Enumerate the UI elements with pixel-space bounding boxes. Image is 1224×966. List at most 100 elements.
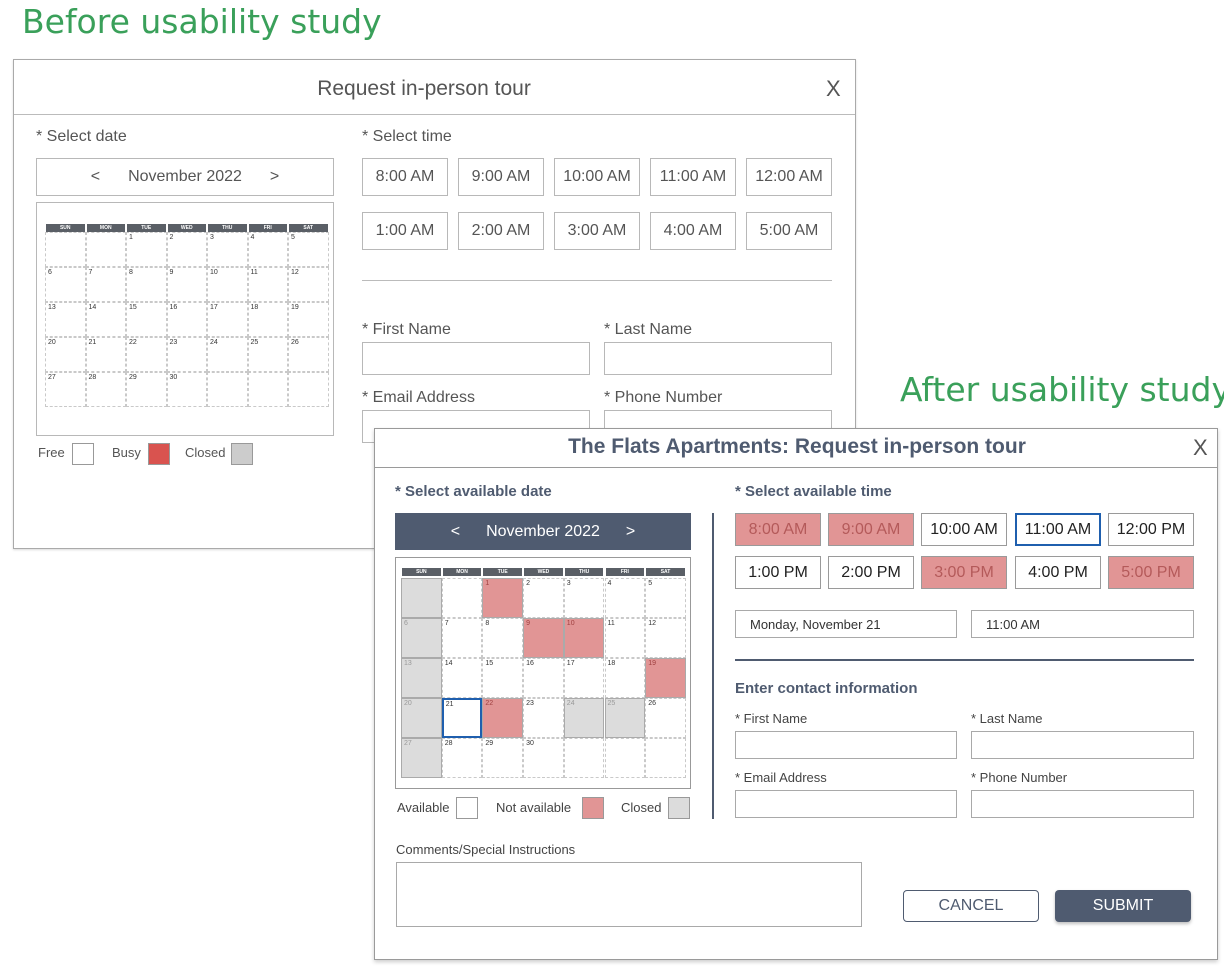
- calendar-day[interactable]: 18: [604, 658, 646, 698]
- calendar-day[interactable]: 9: [166, 267, 207, 302]
- calendar-day[interactable]: 8: [126, 267, 167, 302]
- calendar-day[interactable]: 6: [401, 618, 442, 658]
- calendar-day[interactable]: 28: [441, 738, 483, 778]
- before-time-slot[interactable]: 10:00 AM: [554, 158, 640, 196]
- calendar-day[interactable]: 12: [288, 267, 329, 302]
- calendar-day[interactable]: 2: [523, 578, 564, 618]
- after-phone-field[interactable]: [971, 790, 1194, 818]
- after-comments-textarea[interactable]: [396, 862, 862, 927]
- calendar-day[interactable]: 2: [166, 232, 207, 267]
- after-time-slot[interactable]: 3:00 PM: [921, 556, 1007, 589]
- calendar-day[interactable]: 5: [288, 232, 329, 267]
- calendar-day[interactable]: 14: [441, 658, 483, 698]
- calendar-day[interactable]: 30: [166, 372, 207, 407]
- before-legend-closed-swatch: [231, 443, 253, 465]
- after-first-name-field[interactable]: [735, 731, 957, 759]
- before-time-slot[interactable]: 3:00 AM: [554, 212, 640, 250]
- calendar-day[interactable]: 26: [645, 698, 686, 738]
- calendar-day[interactable]: 27: [45, 372, 86, 407]
- cancel-button[interactable]: CANCEL: [903, 890, 1039, 922]
- calendar-day[interactable]: 20: [401, 698, 442, 738]
- after-time-slot[interactable]: 2:00 PM: [828, 556, 914, 589]
- calendar-day[interactable]: 15: [482, 658, 524, 698]
- calendar-day[interactable]: 30: [523, 738, 564, 778]
- before-time-slot[interactable]: 4:00 AM: [650, 212, 736, 250]
- after-prev-month-button[interactable]: <: [450, 522, 461, 540]
- before-time-slot[interactable]: 8:00 AM: [362, 158, 448, 196]
- calendar-day[interactable]: 14: [85, 302, 126, 337]
- calendar-day[interactable]: 3: [207, 232, 248, 267]
- calendar-day[interactable]: 24: [207, 337, 248, 372]
- after-time-slot[interactable]: 11:00 AM: [1015, 513, 1101, 546]
- calendar-day[interactable]: 1: [482, 578, 524, 618]
- before-time-slot[interactable]: 2:00 AM: [458, 212, 544, 250]
- submit-button[interactable]: SUBMIT: [1055, 890, 1191, 922]
- calendar-day[interactable]: 28: [85, 372, 126, 407]
- after-time-slot[interactable]: 12:00 PM: [1108, 513, 1194, 546]
- calendar-day[interactable]: 6: [45, 267, 86, 302]
- calendar-day[interactable]: 9: [523, 618, 564, 658]
- calendar-day[interactable]: 10: [563, 618, 605, 658]
- calendar-day[interactable]: 25: [247, 337, 288, 372]
- calendar-day[interactable]: 21: [85, 337, 126, 372]
- before-prev-month-button[interactable]: <: [90, 168, 101, 185]
- after-next-month-button[interactable]: >: [625, 522, 636, 540]
- calendar-day[interactable]: 4: [604, 578, 646, 618]
- calendar-empty-cell: [563, 738, 605, 778]
- calendar-day[interactable]: 17: [207, 302, 248, 337]
- after-selected-time-field[interactable]: 11:00 AM: [971, 610, 1194, 638]
- calendar-day[interactable]: 29: [126, 372, 167, 407]
- before-first-name-field[interactable]: [362, 342, 590, 375]
- after-time-slot[interactable]: 4:00 PM: [1015, 556, 1101, 589]
- calendar-day[interactable]: 20: [45, 337, 86, 372]
- before-next-month-button[interactable]: >: [269, 168, 280, 185]
- calendar-day[interactable]: 21: [441, 698, 483, 738]
- after-time-slot[interactable]: 1:00 PM: [735, 556, 821, 589]
- after-close-icon[interactable]: X: [1193, 435, 1208, 460]
- calendar-day[interactable]: 22: [126, 337, 167, 372]
- calendar-day[interactable]: 29: [482, 738, 524, 778]
- after-last-name-field[interactable]: [971, 731, 1194, 759]
- calendar-day[interactable]: 27: [401, 738, 442, 778]
- after-selected-date-field[interactable]: Monday, November 21: [735, 610, 957, 638]
- calendar-day[interactable]: 11: [247, 267, 288, 302]
- weekday-header: THU: [208, 224, 247, 232]
- calendar-day[interactable]: 23: [166, 337, 207, 372]
- before-time-slot[interactable]: 12:00 AM: [746, 158, 832, 196]
- after-time-slot[interactable]: 5:00 PM: [1108, 556, 1194, 589]
- calendar-day[interactable]: 25: [604, 698, 646, 738]
- calendar-day[interactable]: 5: [645, 578, 686, 618]
- calendar-day[interactable]: 10: [207, 267, 248, 302]
- before-close-icon[interactable]: X: [826, 76, 841, 101]
- calendar-day[interactable]: 17: [563, 658, 605, 698]
- after-time-slot[interactable]: 9:00 AM: [828, 513, 914, 546]
- after-time-slot[interactable]: 10:00 AM: [921, 513, 1007, 546]
- calendar-day[interactable]: 18: [247, 302, 288, 337]
- calendar-day[interactable]: 19: [645, 658, 686, 698]
- calendar-day[interactable]: 11: [604, 618, 646, 658]
- calendar-day[interactable]: 22: [482, 698, 524, 738]
- calendar-day[interactable]: 8: [482, 618, 524, 658]
- calendar-day[interactable]: 15: [126, 302, 167, 337]
- calendar-day[interactable]: 3: [563, 578, 605, 618]
- before-time-slot[interactable]: 1:00 AM: [362, 212, 448, 250]
- calendar-day[interactable]: 12: [645, 618, 686, 658]
- before-last-name-field[interactable]: [604, 342, 832, 375]
- calendar-day[interactable]: 24: [563, 698, 605, 738]
- calendar-day[interactable]: 23: [523, 698, 564, 738]
- after-email-field[interactable]: [735, 790, 957, 818]
- before-time-slot[interactable]: 11:00 AM: [650, 158, 736, 196]
- calendar-day[interactable]: 13: [45, 302, 86, 337]
- before-time-slot[interactable]: 5:00 AM: [746, 212, 832, 250]
- calendar-day[interactable]: 4: [247, 232, 288, 267]
- calendar-day[interactable]: 7: [85, 267, 126, 302]
- calendar-day[interactable]: 26: [288, 337, 329, 372]
- calendar-day[interactable]: 16: [523, 658, 564, 698]
- calendar-day[interactable]: 1: [126, 232, 167, 267]
- calendar-day[interactable]: 13: [401, 658, 442, 698]
- calendar-day[interactable]: 16: [166, 302, 207, 337]
- after-time-slot[interactable]: 8:00 AM: [735, 513, 821, 546]
- calendar-day[interactable]: 7: [441, 618, 483, 658]
- before-time-slot[interactable]: 9:00 AM: [458, 158, 544, 196]
- calendar-day[interactable]: 19: [288, 302, 329, 337]
